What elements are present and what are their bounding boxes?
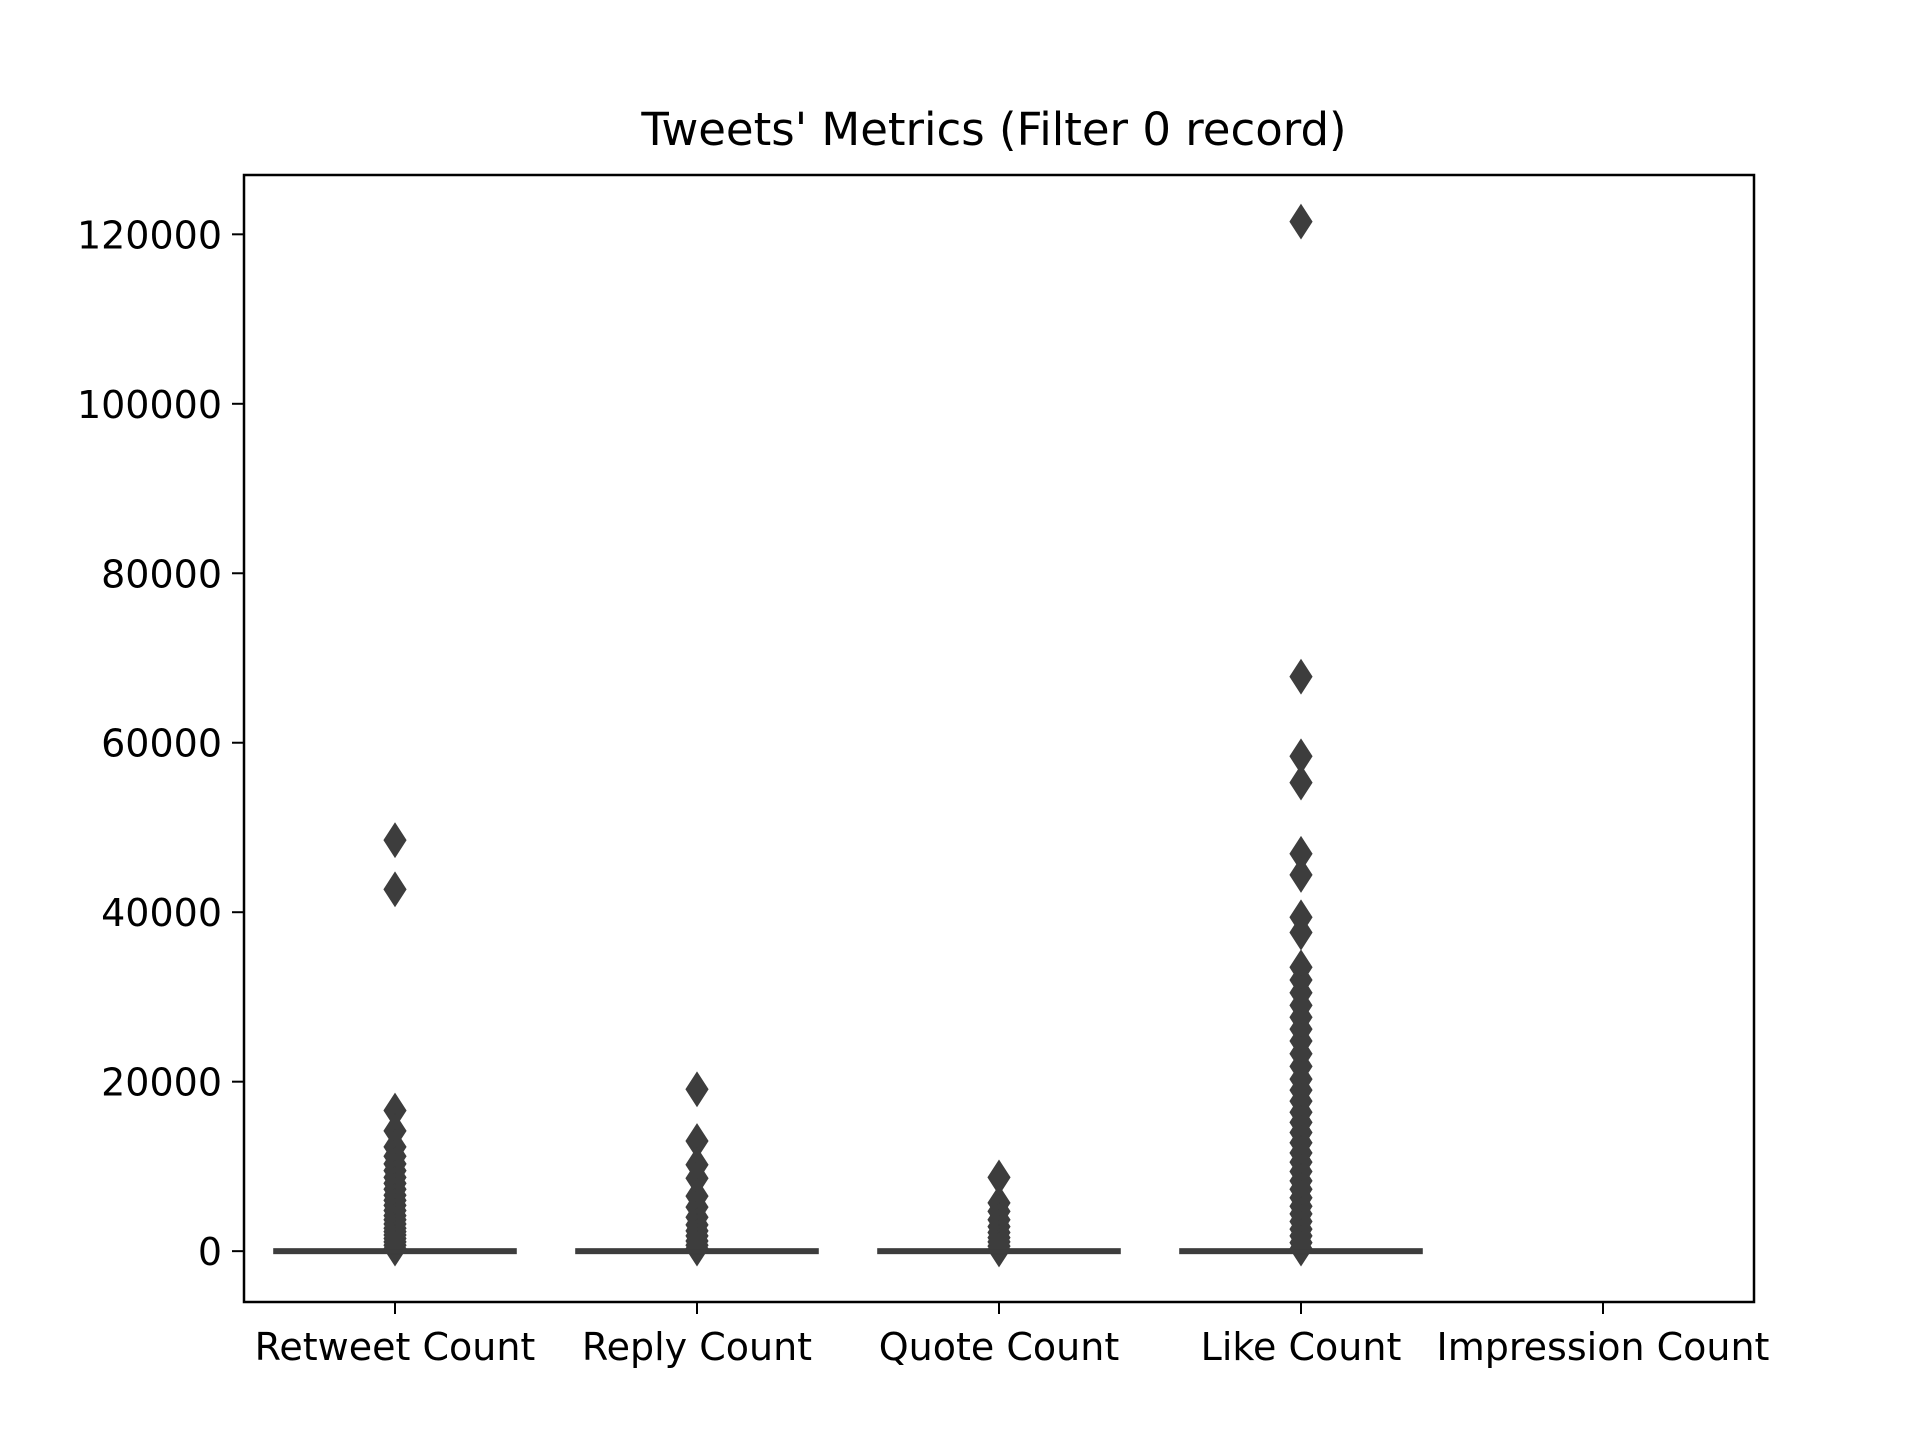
plot-background (244, 175, 1754, 1302)
axes-layer: 0 20000 40000 60000 80000 100000 120000 Retweet… (77, 173, 1770, 1369)
y-tick-label-1: 0 (198, 1230, 222, 1274)
outlier-point-1-1 (383, 822, 407, 859)
y-tick-label-3: 40000 (101, 891, 222, 935)
y-tick-label-2: 20000 (101, 1061, 222, 1105)
outlier-point-4-4 (1289, 764, 1313, 801)
y-tick-label-5: 80000 (101, 552, 222, 596)
x-tick-label-2: Reply Count (582, 1325, 812, 1369)
x-tick-label-1: Retweet Count (255, 1325, 536, 1369)
y-tick-label-4: 60000 (101, 722, 222, 766)
y-tick-label-7: 120000 (77, 213, 222, 257)
outliers-layer (383, 203, 1313, 1268)
y-tick-label-6: 100000 (77, 383, 222, 427)
outlier-point-4-6 (1289, 857, 1313, 893)
boxes-layer (273, 1248, 1423, 1255)
x-tick-label-4: Like Count (1201, 1325, 1402, 1369)
outlier-point-2-1 (685, 1071, 709, 1108)
plot-area (244, 175, 1754, 1302)
outlier-point-1-2 (383, 871, 407, 908)
chart-title: Tweets' Metrics (Filter 0 record) (640, 103, 1346, 156)
outlier-point-4-2 (1289, 658, 1313, 695)
x-tick-label-5: Impression Count (1437, 1325, 1770, 1369)
x-tick-label-3: Quote Count (879, 1325, 1119, 1369)
outlier-point-4-1 (1289, 203, 1313, 240)
